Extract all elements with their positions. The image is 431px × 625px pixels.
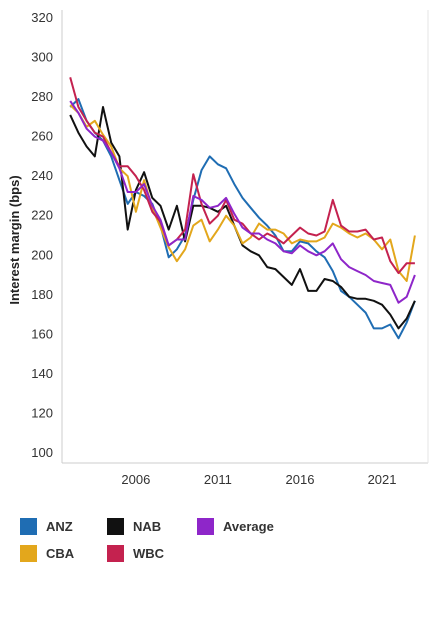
y-tick-label: 240 (31, 168, 53, 183)
legend-swatch (197, 518, 214, 535)
y-tick-label: 120 (31, 405, 53, 420)
x-tick-label: 2016 (286, 472, 315, 487)
legend-label: ANZ (46, 519, 73, 534)
x-tick-label: 2006 (121, 472, 150, 487)
y-tick-label: 320 (31, 10, 53, 25)
legend-swatch (107, 518, 124, 535)
y-tick-label: 220 (31, 208, 53, 223)
legend-label: Average (223, 519, 274, 534)
legend-item-nab: NAB (107, 518, 161, 535)
y-tick-label: 160 (31, 326, 53, 341)
x-tick-label: 2021 (368, 472, 397, 487)
legend-item-average: Average (197, 518, 274, 535)
series-lines (69, 77, 416, 340)
legend-item-anz: ANZ (20, 518, 73, 535)
y-tick-label: 180 (31, 287, 53, 302)
series-line-anz (69, 98, 416, 340)
y-tick-label: 140 (31, 366, 53, 381)
legend-label: WBC (133, 546, 165, 561)
y-tick-label: 260 (31, 129, 53, 144)
y-tick-label: 300 (31, 50, 53, 65)
series-line-cba (69, 104, 416, 282)
legend-swatch (20, 545, 37, 562)
legend-label: NAB (133, 519, 162, 534)
x-tick-labels: 2006 2011 2016 2021 (121, 472, 396, 487)
legend-item-wbc: WBC (107, 545, 164, 562)
legend-label: CBA (46, 546, 75, 561)
legend-item-cba: CBA (20, 545, 74, 562)
y-tick-label: 280 (31, 89, 53, 104)
y-axis-label: Interest margin (bps) (7, 175, 22, 304)
legend: ANZ NAB Average CBA WBC (20, 518, 320, 570)
series-line-average (69, 100, 416, 304)
line-chart: 100 120 140 160 180 200 220 240 260 280 300 320 200… (7, 10, 429, 487)
plot-area (62, 10, 428, 462)
y-tick-label: 200 (31, 247, 53, 262)
legend-swatch (107, 545, 124, 562)
y-tick-label: 100 (31, 445, 53, 460)
legend-swatch (20, 518, 37, 535)
series-line-nab (69, 106, 416, 330)
series-line-wbc (69, 77, 415, 275)
x-tick-label: 2011 (204, 472, 232, 487)
y-tick-labels: 100 120 140 160 180 200 220 240 260 280 300 320 (31, 10, 53, 460)
